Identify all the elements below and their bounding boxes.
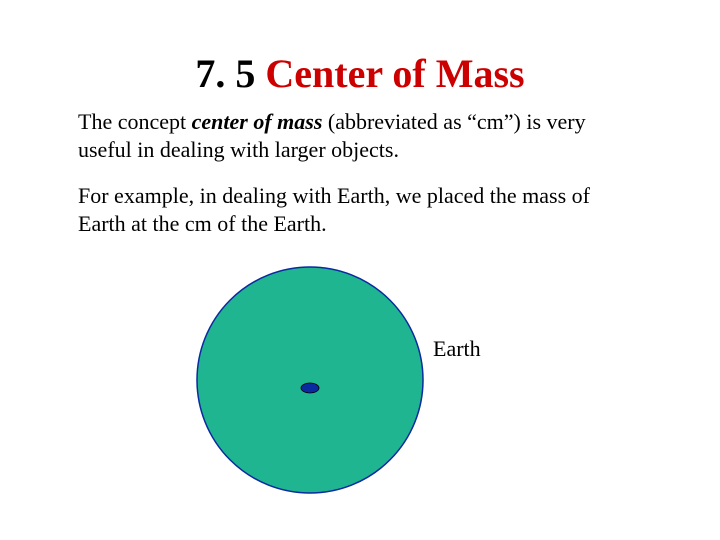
earth-diagram (195, 265, 425, 495)
para1-pre: The concept (78, 109, 192, 134)
para1-emph: center of mass (192, 109, 328, 134)
earth-circle-icon (197, 267, 423, 493)
slide-title: 7. 5 Center of Mass (0, 50, 720, 97)
title-prefix: 7. 5 (195, 51, 265, 96)
paragraph-1: The concept center of mass (abbreviated … (78, 108, 618, 163)
earth-label: Earth (433, 336, 481, 362)
title-main: Center of Mass (265, 51, 524, 96)
center-dot-icon (301, 383, 319, 393)
slide: 7. 5 Center of Mass The concept center o… (0, 0, 720, 540)
paragraph-2: For example, in dealing with Earth, we p… (78, 182, 618, 237)
